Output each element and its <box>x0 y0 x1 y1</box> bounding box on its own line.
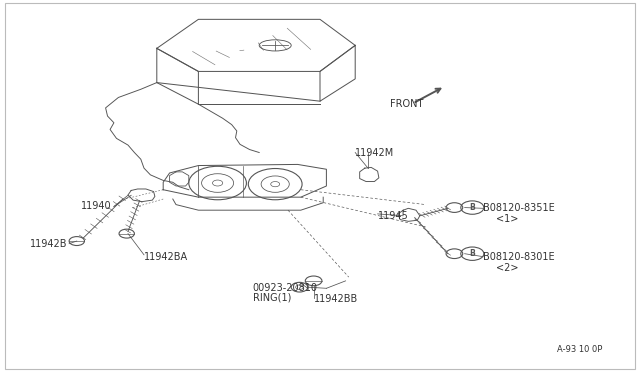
Text: 11945: 11945 <box>378 211 408 221</box>
Text: RING(1): RING(1) <box>253 293 291 302</box>
Text: 00923-20810: 00923-20810 <box>253 283 318 293</box>
Text: 11942M: 11942M <box>355 148 394 157</box>
Text: 11942B: 11942B <box>29 239 67 248</box>
Text: A-93 10 0P: A-93 10 0P <box>557 345 602 354</box>
Text: 11942BB: 11942BB <box>314 295 358 304</box>
Text: FRONT: FRONT <box>390 99 424 109</box>
Text: 11942BA: 11942BA <box>144 252 188 262</box>
Text: B08120-8351E: B08120-8351E <box>483 203 555 213</box>
Text: <2>: <2> <box>496 263 518 273</box>
Text: 11940: 11940 <box>81 202 112 211</box>
Text: B08120-8301E: B08120-8301E <box>483 252 555 262</box>
Text: B: B <box>470 203 475 212</box>
Text: <1>: <1> <box>496 215 518 224</box>
Text: B: B <box>470 249 475 258</box>
